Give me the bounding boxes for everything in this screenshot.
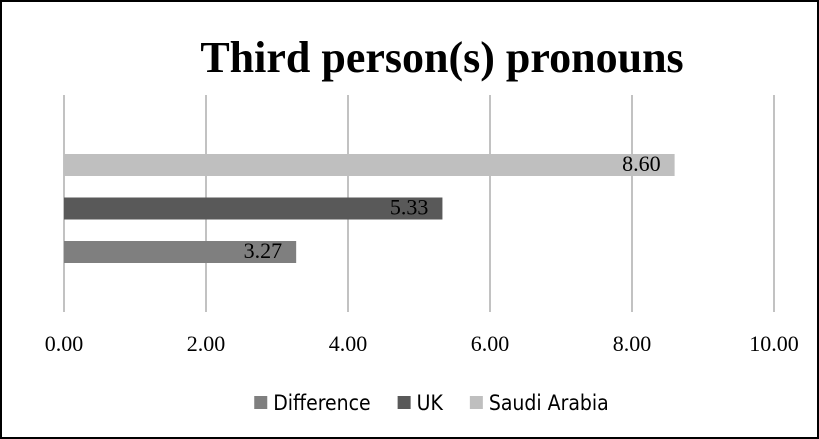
x-tick-label: 2.00 bbox=[187, 331, 226, 356]
x-tick-label: 6.00 bbox=[471, 331, 510, 356]
x-tick-label: 4.00 bbox=[329, 331, 368, 356]
x-tick-label: 10.00 bbox=[749, 331, 799, 356]
legend-swatch bbox=[254, 396, 268, 409]
bar bbox=[64, 154, 675, 176]
data-label: 5.33 bbox=[390, 195, 429, 220]
legend-label: Difference bbox=[273, 391, 370, 415]
legend-label: Saudi Arabia bbox=[489, 391, 609, 415]
x-tick-label: 8.00 bbox=[613, 331, 652, 356]
chart-title: Third person(s) pronouns bbox=[200, 33, 683, 82]
legend-swatch bbox=[469, 396, 483, 409]
x-tick-label: 0.00 bbox=[45, 331, 84, 356]
legend-swatch bbox=[397, 396, 411, 409]
data-label: 3.27 bbox=[244, 238, 283, 263]
legend-label: UK bbox=[417, 391, 444, 415]
bar bbox=[64, 241, 297, 263]
data-label: 8.60 bbox=[622, 151, 661, 176]
bar bbox=[64, 197, 443, 220]
